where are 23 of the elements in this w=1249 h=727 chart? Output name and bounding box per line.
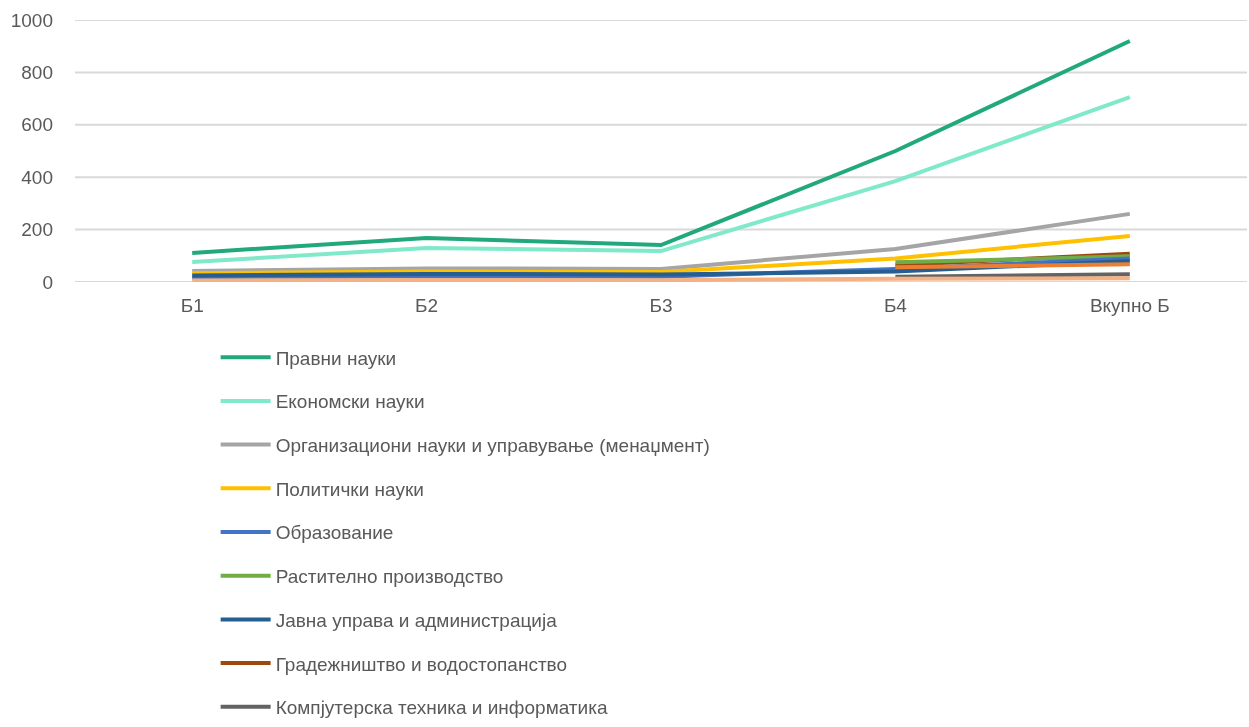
line-series <box>190 38 1132 255</box>
legend-label: Градежништво и водостопанство <box>275 653 568 675</box>
legend-label: Образование <box>275 522 394 544</box>
y-tick-label: 200 <box>21 219 53 241</box>
legend-label: Правни науки <box>275 347 397 369</box>
y-tick-label: 800 <box>21 62 53 84</box>
line-series <box>190 95 1132 265</box>
legend-label: Јавна управа и администрација <box>275 609 558 631</box>
x-tick-label: Б1 <box>180 295 204 316</box>
legend-label: Економски науки <box>275 391 425 413</box>
legend-label: Организациони науки и управување (менаџмент) <box>275 434 710 456</box>
legend-label: Компјутерска техника и информатика <box>275 697 608 719</box>
x-tick-label: Вкупно Б <box>1089 295 1170 316</box>
x-tick-label: Б3 <box>649 295 673 316</box>
line-series <box>190 211 1132 273</box>
legend-label: Растително производство <box>275 566 504 588</box>
x-tick-label: Б4 <box>883 295 908 316</box>
y-tick-label: 400 <box>21 166 53 188</box>
legend-label: Политички науки <box>275 478 424 500</box>
y-tick-label: 1000 <box>10 9 53 31</box>
y-tick-label: 600 <box>21 114 53 136</box>
y-tick-label: 0 <box>42 271 53 293</box>
x-tick-label: Б2 <box>415 295 439 316</box>
